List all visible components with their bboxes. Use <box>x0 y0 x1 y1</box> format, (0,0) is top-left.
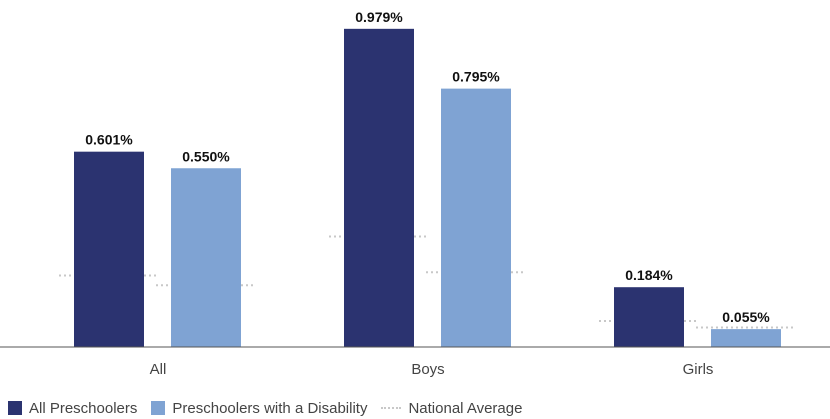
value-label-boys-preschoolers-with-a-disability: 0.795% <box>452 69 500 85</box>
category-label-boys: Boys <box>411 361 444 378</box>
bar-all-all-preschoolers <box>74 151 144 347</box>
category-label-all: All <box>150 361 167 378</box>
bar-chart: 0.601% 0.550% 0.979% 0.795% 0.184% 0.055% All… <box>0 9 830 378</box>
bar-girls-preschoolers-with-a-disability <box>711 329 781 347</box>
legend-label-national-average: National Average <box>408 399 523 417</box>
national-average-lines <box>59 235 796 329</box>
bar-all-preschoolers-with-a-disability <box>171 168 241 347</box>
bars-group <box>74 28 781 347</box>
value-label-all-all-preschoolers: 0.601% <box>85 132 133 148</box>
value-label-girls-all-preschoolers: 0.184% <box>625 267 673 283</box>
legend-dotted-line-icon <box>381 407 402 409</box>
bar-boys-all-preschoolers <box>344 28 414 347</box>
bar-boys-preschoolers-with-a-disability <box>441 88 511 347</box>
legend-item-preschoolers-disability: Preschoolers with a Disability <box>151 400 367 417</box>
value-labels-group: 0.601% 0.550% 0.979% 0.795% 0.184% 0.055% <box>85 9 770 325</box>
bar-girls-all-preschoolers <box>614 287 684 347</box>
category-label-girls: Girls <box>683 361 714 378</box>
legend-swatch-all-preschoolers <box>8 401 22 415</box>
legend-item-national-average: National Average <box>381 400 522 417</box>
value-label-all-preschoolers-with-a-disability: 0.550% <box>182 148 230 164</box>
legend-label-all-preschoolers: All Preschoolers <box>29 399 138 417</box>
value-label-boys-all-preschoolers: 0.979% <box>355 9 403 25</box>
legend-swatch-preschoolers-disability <box>151 401 166 415</box>
legend-item-all-preschoolers: All Preschoolers <box>8 400 137 417</box>
value-label-girls-preschoolers-with-a-disability: 0.055% <box>722 309 770 325</box>
legend-label-preschoolers-disability: Preschoolers with a Disability <box>172 399 368 417</box>
legend: All Preschoolers Preschoolers with a Dis… <box>8 397 536 419</box>
category-labels-group: All Boys Girls <box>150 361 714 378</box>
